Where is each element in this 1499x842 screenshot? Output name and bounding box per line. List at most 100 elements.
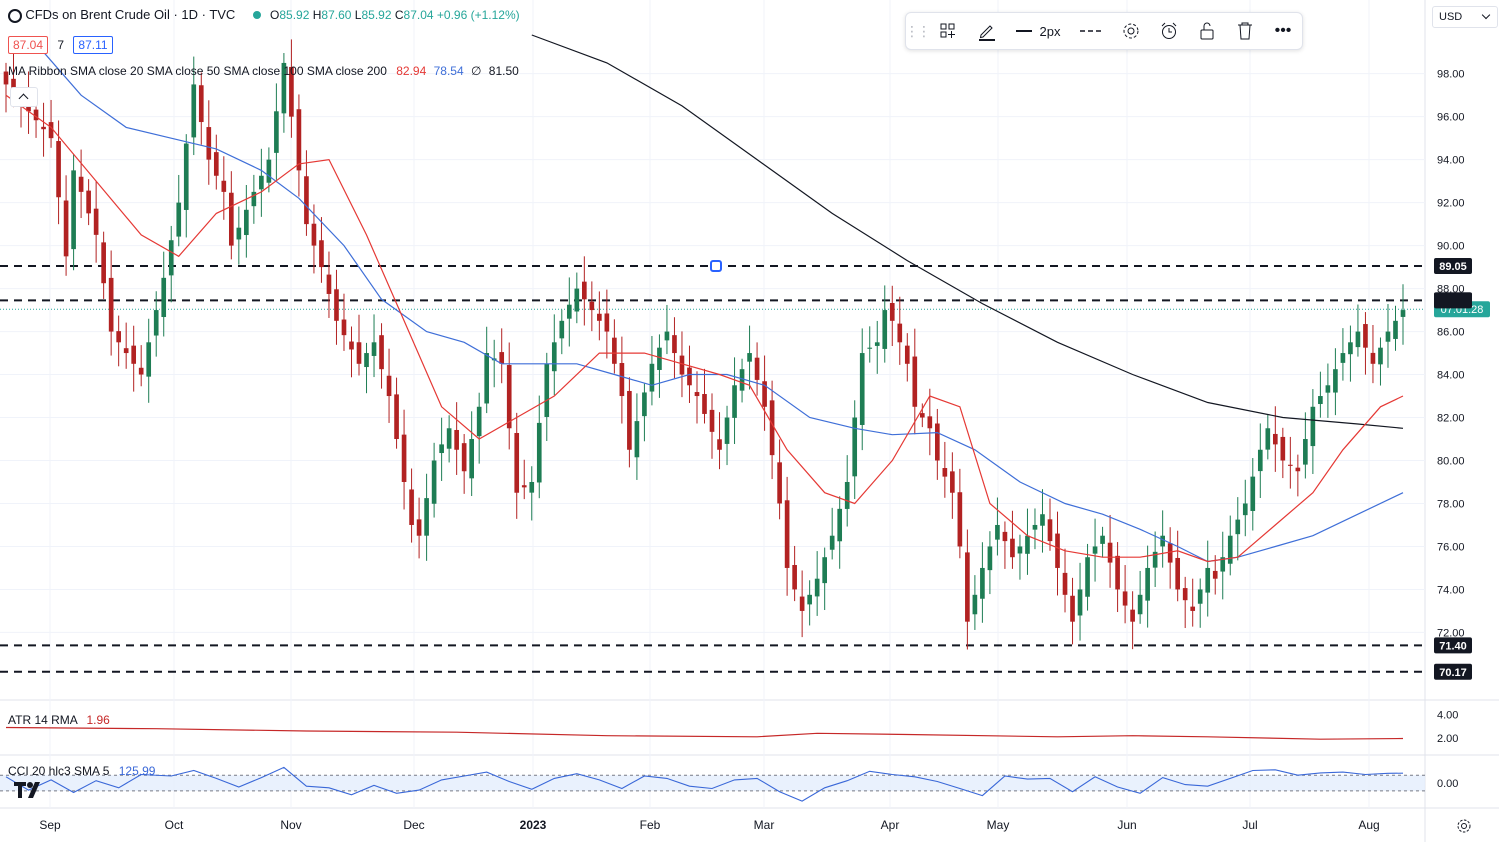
alarm-clock-icon[interactable] [1150, 13, 1188, 49]
collapse-legend-button[interactable] [10, 87, 38, 107]
candle-body [859, 353, 865, 425]
pencil-icon[interactable] [968, 13, 1006, 49]
candle-body [1385, 331, 1391, 342]
candle-body [1333, 369, 1338, 393]
candle [116, 315, 121, 367]
candle-body [1265, 428, 1271, 450]
candle [672, 317, 677, 379]
candle [1325, 363, 1331, 418]
chevron-down-icon [1481, 10, 1491, 20]
candle-body [1107, 542, 1113, 563]
candle-body [1242, 503, 1248, 516]
template-icon[interactable] [928, 13, 968, 49]
candle [281, 53, 287, 133]
candle-body [1363, 324, 1368, 348]
candle-body [897, 323, 903, 343]
candle [371, 314, 377, 378]
candle-body [709, 409, 715, 432]
price-tick-label: 86.00 [1437, 327, 1465, 339]
candle-body [213, 152, 219, 176]
candle-body [1100, 535, 1105, 544]
candle [244, 184, 249, 258]
candle [1363, 312, 1368, 375]
candle [1385, 304, 1391, 368]
atr-value: 1.96 [86, 713, 110, 727]
time-tick-label: Sep [39, 818, 61, 832]
candle-body [93, 208, 99, 235]
candle [424, 473, 429, 561]
lock-icon[interactable] [1188, 13, 1226, 49]
atr-line [5, 726, 1404, 740]
cci-legend[interactable]: CCI 20 hlc3 SMA 5 125.99 [8, 764, 155, 778]
candle [311, 204, 317, 274]
price-tick-label: 72.00 [1437, 627, 1465, 639]
level-price-tag [1434, 258, 1472, 275]
candle [1070, 577, 1075, 645]
sell-price-button[interactable]: 87.04 [8, 36, 49, 54]
candle-body [1250, 476, 1256, 511]
tradingview-logo[interactable] [14, 780, 44, 805]
drag-handle-icon[interactable]: ⋮⋮ [905, 22, 931, 39]
atr-legend[interactable]: ATR 14 RMA 1.96 [8, 713, 110, 727]
candle [251, 174, 257, 224]
chart-settings-button[interactable] [1456, 818, 1472, 839]
candle-body [274, 111, 279, 153]
symbol-title[interactable]: CFDs on Brent Crude Oil · 1D · TVC [25, 7, 236, 22]
candle-body [1122, 591, 1128, 606]
candle-body [679, 355, 685, 375]
candle [1137, 570, 1143, 624]
atr-tick-label: 4.00 [1437, 710, 1458, 722]
candle-body [642, 392, 647, 417]
candle-body [904, 345, 910, 364]
ma-ribbon-legend[interactable]: MA Ribbon SMA close 20 SMA close 50 SMA … [8, 64, 519, 78]
gear-icon[interactable] [1112, 13, 1150, 49]
candle-body [1085, 557, 1090, 597]
candle [341, 293, 347, 351]
candle-body [739, 369, 745, 391]
line-width-button[interactable]: 2px [1006, 13, 1070, 49]
currency-selector[interactable]: USD [1432, 6, 1498, 28]
candle [859, 328, 865, 451]
candle [304, 150, 309, 236]
candle [867, 326, 873, 363]
candle [634, 393, 640, 480]
trash-icon[interactable] [1226, 13, 1264, 49]
candle-body [1227, 535, 1233, 564]
symbol-legend: CFDs on Brent Crude Oil · 1D · TVC O85.9… [8, 7, 520, 23]
candle [1318, 371, 1323, 418]
time-tick-label: Dec [403, 818, 424, 832]
candle-body [724, 417, 730, 444]
candle-body [972, 594, 978, 615]
candle-body [589, 301, 595, 311]
candle-body [747, 353, 752, 362]
candle-body [1077, 589, 1083, 616]
candle [401, 409, 407, 510]
candle-body [619, 363, 625, 397]
buy-price-button[interactable]: 87.11 [73, 36, 113, 54]
ohlc-high: 87.60 [321, 8, 352, 22]
more-icon[interactable]: ••• [1274, 22, 1292, 39]
candle-body [484, 353, 490, 404]
candle-body [1393, 320, 1398, 339]
candle-body [942, 468, 948, 477]
candle-body [1160, 535, 1165, 547]
candle [597, 291, 602, 341]
ohlc-low: 85.92 [361, 8, 392, 22]
sma-200-line [531, 34, 1404, 429]
candle [792, 545, 797, 602]
candle-body [814, 578, 820, 597]
candle-body [597, 313, 602, 321]
candle-body [206, 127, 212, 160]
candle-body [236, 227, 242, 240]
candle [108, 250, 114, 356]
candle-body [1303, 439, 1308, 465]
candle [957, 468, 963, 559]
candle-body [754, 357, 760, 380]
line-anchor-handle [710, 260, 722, 273]
time-tick-label: Aug [1358, 818, 1379, 832]
candle-body [844, 481, 850, 509]
candle-body [409, 489, 414, 525]
dash-style-icon[interactable] [1070, 13, 1112, 49]
candle-body [799, 596, 805, 611]
